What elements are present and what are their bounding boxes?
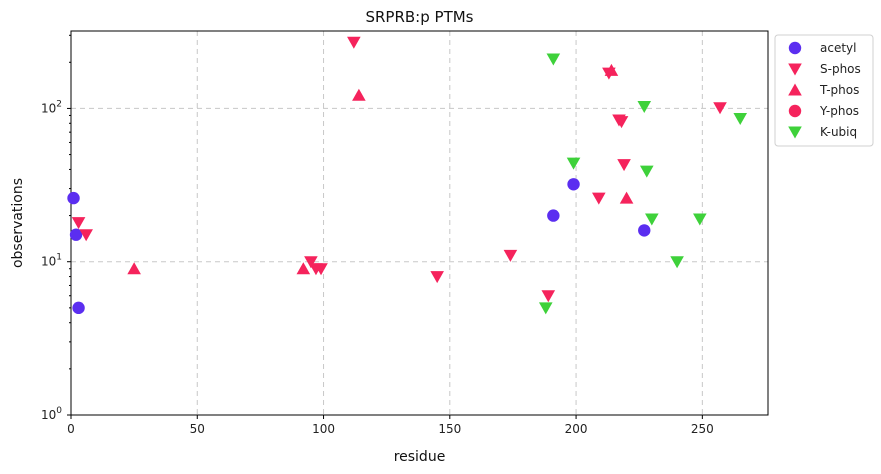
legend-marker-s-phos: [788, 63, 802, 76]
legend-label-y-phos: Y-phos: [819, 104, 859, 118]
x-tick-label: 250: [691, 422, 714, 436]
s-phos-point: [71, 217, 86, 230]
legend-frame: [774, 34, 874, 147]
legend-marker-t-phos: [788, 83, 802, 96]
legend-marker-y-phos: [788, 104, 802, 118]
acetyl-point: [67, 191, 80, 205]
k-ubiq-point: [538, 302, 553, 315]
legend-label-t-phos: T-phos: [819, 83, 859, 97]
s-phos-point: [304, 256, 318, 269]
x-tick-label: 150: [438, 422, 461, 436]
acetyl-point: [567, 178, 580, 191]
s-phos-point: [713, 102, 727, 115]
k-ubiq-point: [546, 53, 561, 66]
y-tick-label: 100: [41, 406, 62, 422]
t-phos-point: [619, 191, 634, 204]
y-tick-label: 102: [41, 99, 62, 115]
t-phos-point: [127, 262, 141, 275]
plot-frame: [70, 30, 769, 416]
y-tick-label: 101: [41, 253, 62, 269]
acetyl-point: [638, 224, 651, 237]
legend-marker-acetyl: [788, 41, 802, 55]
s-phos-point: [617, 159, 631, 172]
y-axis-title: observations: [10, 178, 26, 268]
legend-label-k-ubiq: K-ubiq: [820, 125, 857, 139]
acetyl-point: [72, 301, 85, 315]
x-axis: 0 50 100 150 200 250: [67, 415, 714, 436]
acetyl-point: [547, 209, 560, 222]
s-phos-point: [592, 192, 606, 205]
k-ubiq-point: [637, 100, 652, 113]
s-phos-point: [430, 271, 444, 284]
s-phos-point: [541, 290, 556, 303]
t-phos-point: [604, 63, 619, 76]
s-phos-point: [503, 249, 518, 262]
k-ubiq-point: [566, 157, 581, 170]
data-points: [67, 36, 748, 315]
legend: acetyl S-phos T-phos Y-phos K-ubiq: [774, 34, 874, 147]
k-ubiq-point: [639, 165, 654, 178]
k-ubiq-point: [645, 213, 659, 226]
legend-marker-k-ubiq: [788, 126, 802, 139]
x-axis-title: residue: [394, 449, 446, 465]
chart-title: SRPRB:p PTMs: [365, 8, 473, 26]
s-phos-point: [347, 36, 361, 49]
x-tick-label: 100: [312, 422, 335, 436]
legend-label-s-phos: S-phos: [820, 62, 861, 76]
t-phos-point: [296, 262, 311, 275]
grid-lines: [71, 31, 768, 415]
legend-label-acetyl: acetyl: [820, 41, 856, 55]
s-phos-point: [79, 229, 93, 242]
acetyl-point: [69, 228, 83, 241]
k-ubiq-point: [693, 213, 707, 226]
x-tick-label: 50: [190, 422, 205, 436]
x-tick-label: 0: [67, 422, 75, 436]
k-ubiq-point: [733, 112, 748, 125]
k-ubiq-point: [670, 256, 684, 269]
s-phos-point: [614, 116, 629, 129]
s-phos-point: [314, 263, 328, 276]
y-axis: 100 101 102: [41, 34, 71, 422]
x-tick-label: 200: [565, 422, 588, 436]
t-phos-point: [352, 88, 366, 101]
